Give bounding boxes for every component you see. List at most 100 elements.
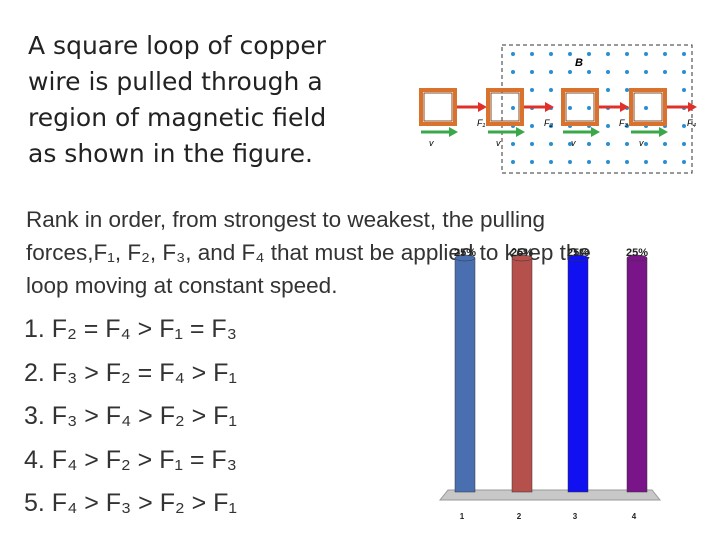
bar-top <box>454 254 476 262</box>
velocity-label: v <box>571 138 576 148</box>
bar-top <box>567 254 589 262</box>
prompt-line: loop moving at constant speed. <box>26 273 338 298</box>
field-dot <box>549 52 553 56</box>
value-label: 25% <box>511 247 533 259</box>
question-line: A square loop of copper <box>28 31 326 60</box>
field-dot <box>587 160 591 164</box>
value-label: 25% <box>454 247 476 259</box>
force-label: F₄ <box>687 118 696 128</box>
value-label: 25% <box>567 247 589 259</box>
field-dot <box>682 70 686 74</box>
chart: 25% 1 25% 2 25% 3 25% 4 <box>438 247 662 521</box>
field-dot <box>549 124 553 128</box>
wire-loop-inner <box>633 92 663 122</box>
wire-loop-inner <box>423 92 453 122</box>
velocity-arrowhead <box>516 127 525 137</box>
force-label: F₃ <box>619 118 628 128</box>
field-dot <box>606 160 610 164</box>
field-dot <box>682 142 686 146</box>
field-dot <box>549 70 553 74</box>
field-dot <box>606 70 610 74</box>
value-label: 25% <box>626 247 648 259</box>
field-dot <box>606 142 610 146</box>
field-dot <box>625 160 629 164</box>
field-dot <box>682 124 686 128</box>
wire-loop <box>419 88 457 126</box>
field-dot <box>530 142 534 146</box>
field-dot <box>606 52 610 56</box>
field-dot <box>625 88 629 92</box>
field-dot <box>568 70 572 74</box>
field-dot <box>530 124 534 128</box>
field-dot <box>568 52 572 56</box>
field-dot <box>568 106 572 110</box>
velocity-label: v <box>639 138 644 148</box>
field-dot <box>663 160 667 164</box>
force-label: F₁ <box>477 118 485 128</box>
force-label: F₂ <box>544 118 553 128</box>
x-tick-label: 4 <box>632 512 637 521</box>
wire-loop-inner <box>490 92 520 122</box>
wire-loop <box>486 88 524 126</box>
field-dot <box>644 52 648 56</box>
field-dot <box>644 160 648 164</box>
force-arrowhead <box>478 102 487 112</box>
figure-bg <box>413 40 703 180</box>
chart-floor <box>438 489 662 501</box>
field-dot <box>568 142 572 146</box>
field-dot <box>644 70 648 74</box>
field-dot <box>625 124 629 128</box>
prompt: Rank in order, from strongest to weakest… <box>26 203 591 302</box>
velocity-arrowhead <box>659 127 668 137</box>
field-dot <box>663 70 667 74</box>
answer-list: 1. F₂ = F₄ > F₁ = F₃ 2. F₃ > F₂ = F₄ > F₁… <box>24 308 237 526</box>
prompt-line: Rank in order, from strongest to weakest… <box>26 207 546 232</box>
force-arrowhead <box>545 102 554 112</box>
answer-option: 1. F₂ = F₄ > F₁ = F₃ <box>24 315 237 343</box>
bar <box>626 257 648 493</box>
question-line: wire is pulled through a <box>28 67 323 96</box>
field-dot <box>530 70 534 74</box>
answer-option: 4. F₄ > F₂ > F₁ = F₃ <box>24 445 237 474</box>
field-dot <box>549 160 553 164</box>
field-dot <box>530 52 534 56</box>
bar-top <box>626 254 648 262</box>
answer-option: 3. F₃ > F₄ > F₂ > F₁ <box>24 402 237 430</box>
field-dot <box>625 70 629 74</box>
field-dot <box>682 88 686 92</box>
prompt-line: forces,F₁, F₂, F₃, and F₄ that must be a… <box>26 240 591 265</box>
answer-option: 5. F₄ > F₃ > F₂ > F₁ <box>24 489 237 517</box>
field-dot <box>682 52 686 56</box>
figure: B F₁ v F₂ v F₃ v F₄ v <box>413 40 703 180</box>
question-line: as shown in the figure. <box>28 139 313 168</box>
field-dot <box>511 142 515 146</box>
velocity-arrowhead <box>591 127 600 137</box>
field-dot <box>682 160 686 164</box>
field-dot <box>644 142 648 146</box>
x-tick-label: 3 <box>573 512 578 521</box>
bar-top <box>511 254 533 262</box>
velocity-label: v <box>496 138 501 148</box>
wire-loop <box>629 88 667 126</box>
question: A square loop of copper wire is pulled th… <box>28 28 326 172</box>
field-dot <box>625 142 629 146</box>
field-dot <box>530 160 534 164</box>
answer-option: 2. F₃ > F₂ = F₄ > F₁ <box>24 358 237 387</box>
field-dot <box>644 106 648 110</box>
field-dot <box>587 106 591 110</box>
field-dot <box>530 88 534 92</box>
field-dot <box>549 142 553 146</box>
field-dot <box>606 124 610 128</box>
velocity-label: v <box>429 138 434 148</box>
field-dot <box>511 52 515 56</box>
field-dot <box>511 70 515 74</box>
field-dot <box>663 52 667 56</box>
field-label: B <box>575 57 583 69</box>
velocity-arrowhead <box>449 127 458 137</box>
field-dot <box>568 160 572 164</box>
x-tick-label: 2 <box>517 512 522 521</box>
wire-loop <box>561 88 599 126</box>
bar <box>567 257 589 493</box>
